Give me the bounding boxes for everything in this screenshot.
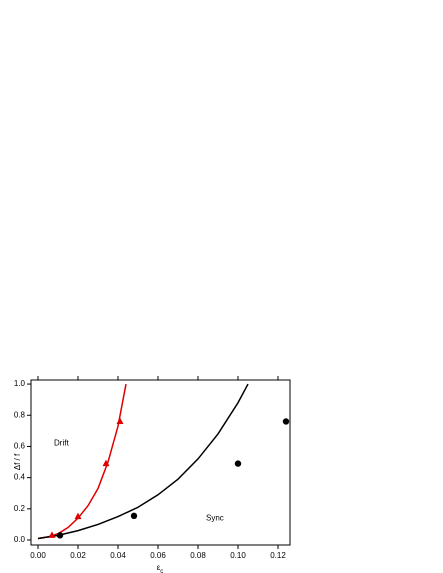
fit-curve — [37, 383, 249, 540]
x-tick-label: 0.00 — [30, 551, 46, 560]
y-tick-label: 0.4 — [14, 473, 26, 482]
y-tick-label: 0.8 — [14, 410, 26, 419]
point — [74, 512, 82, 520]
y-tick-label: 0.2 — [14, 504, 26, 513]
y-tick-label: 1.0 — [14, 379, 26, 388]
x-tick-label: 0.02 — [70, 551, 86, 560]
x-tick-label: 0.04 — [110, 551, 126, 560]
x-tick-label: 0.10 — [230, 551, 246, 560]
x-axis-label-main: ε — [157, 563, 161, 572]
x-tick-label: 0.12 — [270, 551, 286, 560]
y-axis-label: Δf / f — [13, 453, 22, 470]
point — [116, 417, 124, 424]
fit-curve — [37, 383, 127, 540]
point — [130, 512, 138, 520]
point — [102, 459, 110, 467]
point — [282, 418, 290, 425]
x-tick-label: 0.08 — [190, 551, 206, 560]
y-tick-label: 0.0 — [14, 535, 26, 544]
point — [56, 532, 64, 539]
x-axis-label: εc — [157, 563, 164, 573]
point — [48, 531, 56, 538]
annotation: Drift — [54, 438, 69, 447]
x-tick-label: 0.06 — [150, 551, 166, 560]
plot-frame — [30, 379, 291, 546]
point — [234, 460, 242, 467]
y-tick-label: 0.6 — [14, 442, 26, 451]
annotation: Sync — [206, 513, 224, 522]
x-axis-label-sub: c — [160, 569, 163, 573]
